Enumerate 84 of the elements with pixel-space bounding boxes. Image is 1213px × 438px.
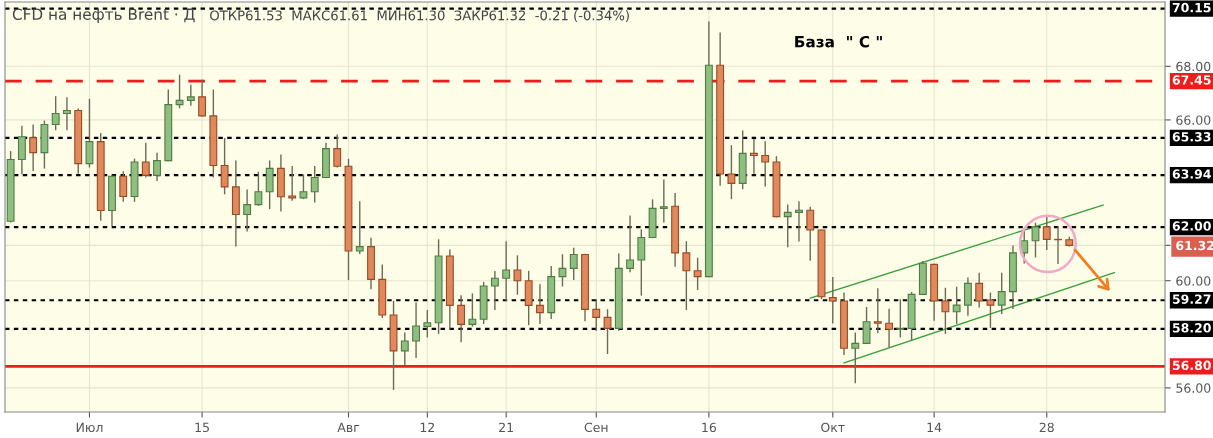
x-tick-label: 21 — [499, 422, 513, 432]
annotation: База " С " — [795, 35, 882, 48]
candlestick — [254, 171, 263, 206]
ref-line-label: 59.27 — [1172, 294, 1211, 304]
candlestick — [299, 174, 308, 200]
candlestick — [17, 125, 26, 175]
candlestick — [63, 97, 71, 131]
x-tick-label: 28 — [1039, 422, 1054, 433]
text: ОТКР61.53 МАКС61.61 МИН61.30 ЗАКР61.32 -0.21 (-0.34%) — [210, 10, 629, 22]
ref-line-label: 62.00 — [1172, 221, 1211, 231]
candlestick — [310, 166, 319, 203]
candlestick — [637, 229, 646, 296]
candlestick — [727, 145, 736, 200]
candlestick — [682, 241, 691, 311]
candlestick — [592, 299, 601, 331]
y-tick-label: 61.32 — [1176, 240, 1213, 251]
candlestick — [1031, 222, 1040, 258]
candlestick — [400, 332, 409, 366]
candlestick — [355, 201, 364, 255]
candlestick — [693, 257, 702, 290]
candlestick — [153, 152, 161, 181]
candlestick — [603, 309, 612, 355]
candlestick — [952, 286, 961, 324]
candlestick — [119, 171, 128, 202]
y-tick-label: 66.00 — [1176, 115, 1211, 125]
candlestick — [457, 295, 466, 343]
x-tick-label: 16 — [702, 422, 717, 433]
ref-line-label: 65.33 — [1172, 132, 1211, 142]
candlestick — [862, 307, 871, 345]
candlestick — [1042, 215, 1051, 251]
x-tick-label: 15 — [195, 422, 209, 433]
x-tick-label: Июл — [76, 422, 103, 433]
candlestick — [941, 287, 950, 334]
x-tick-label: 14 — [927, 422, 942, 432]
candlestick — [885, 308, 894, 348]
candlestick — [490, 270, 499, 311]
candlestick — [513, 255, 522, 295]
candlestick — [175, 74, 184, 109]
candlestick — [412, 302, 421, 359]
candlestick — [468, 293, 477, 327]
candlestick — [975, 272, 984, 308]
candlestick — [220, 137, 229, 195]
candlestick — [333, 134, 342, 168]
candlestick — [851, 332, 860, 384]
candlestick — [85, 98, 94, 168]
candlestick — [873, 288, 882, 334]
candlestick — [749, 138, 758, 174]
candlestick — [243, 189, 252, 232]
candlestick — [896, 299, 905, 338]
candlestick — [986, 292, 995, 329]
candlestick — [265, 160, 274, 210]
ref-line-label: 58.20 — [1172, 323, 1211, 333]
candlestick — [997, 272, 1006, 315]
y-tick-label: 68.00 — [1176, 61, 1211, 72]
chart-title: CFD на нефть Brent · Д — [12, 8, 195, 23]
candlestick — [536, 284, 544, 324]
ref-line-label: 56.80 — [1172, 360, 1211, 371]
candlestick — [558, 254, 567, 287]
ref-line-label: 70.15 — [1172, 2, 1211, 13]
x-tick-label: 12 — [420, 422, 435, 432]
x-tick-label: Сен — [584, 422, 608, 433]
y-tick-label: 56.00 — [1176, 383, 1211, 393]
candlestick — [828, 277, 837, 324]
candlestick — [783, 204, 792, 248]
candlestick — [795, 201, 803, 242]
candlestick — [626, 215, 634, 273]
ref-line-label: 67.45 — [1172, 75, 1211, 85]
candlestick — [659, 179, 668, 223]
candlestick — [502, 241, 511, 301]
candlestick — [288, 166, 297, 201]
candlestick — [423, 310, 432, 338]
candlestick — [198, 79, 207, 117]
x-tick-label: Авг — [337, 422, 360, 432]
candlestick — [569, 247, 578, 281]
candlestick — [141, 142, 150, 178]
candlestick — [761, 141, 770, 187]
x-tick-label: Окт — [821, 422, 845, 433]
candlestick — [186, 84, 195, 106]
ref-line-label: 63.94 — [1172, 169, 1211, 179]
candlestick — [51, 96, 60, 131]
candlestick — [806, 206, 815, 261]
y-tick-label: 60.00 — [1176, 276, 1211, 286]
candlestick — [963, 277, 972, 316]
candlestick — [29, 124, 38, 171]
